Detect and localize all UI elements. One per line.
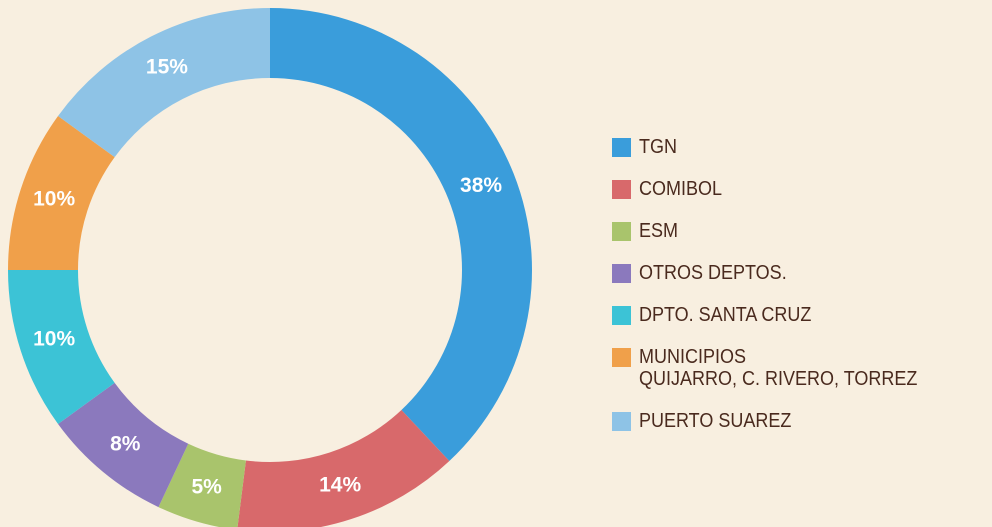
legend-item: COMIBOL <box>612 178 948 200</box>
slice-label: 8% <box>110 432 141 455</box>
legend-item: ESM <box>612 220 948 242</box>
slice <box>8 116 115 270</box>
slice <box>158 443 246 527</box>
slice-label: 15% <box>146 55 188 78</box>
legend-item: DPTO. SANTA CRUZ <box>612 304 948 326</box>
slice <box>237 409 450 527</box>
slice <box>58 7 270 158</box>
legend-label: DPTO. SANTA CRUZ <box>639 304 812 326</box>
legend-item: PUERTO SUAREZ <box>612 410 948 432</box>
legend-label: OTROS DEPTOS. <box>639 262 787 284</box>
legend-label: PUERTO SUAREZ <box>639 410 792 432</box>
legend-label: MUNICIPIOS QUIJARRO, C. RIVERO, TORREZ <box>639 346 918 390</box>
legend-item: TGN <box>612 136 948 158</box>
legend-label: ESM <box>639 220 679 242</box>
legend-label: TGN <box>639 136 677 158</box>
legend-label: COMIBOL <box>639 178 723 200</box>
slice-label: 5% <box>191 476 222 499</box>
legend-item: OTROS DEPTOS. <box>612 262 948 284</box>
legend-swatch <box>612 306 631 325</box>
legend-swatch <box>612 180 631 199</box>
slice <box>58 382 189 508</box>
slice-label: 10% <box>33 187 75 210</box>
slice <box>8 270 115 424</box>
legend-swatch <box>612 222 631 241</box>
slice-label: 38% <box>460 174 502 197</box>
slice <box>270 8 532 461</box>
legend-swatch <box>612 264 631 283</box>
chart: 38% 14% 5% 8% 10% 10% 15% <box>8 7 532 527</box>
legend-swatch <box>612 412 631 431</box>
legend-swatch <box>612 138 631 157</box>
slice-label: 14% <box>319 473 361 496</box>
slice-label: 10% <box>33 328 75 351</box>
legend: TGN COMIBOL ESM OTROS DEPTOS. DPTO. SANTA CR… <box>612 136 948 452</box>
legend-swatch <box>612 348 631 367</box>
legend-item: MUNICIPIOS QUIJARRO, C. RIVERO, TORREZ <box>612 346 948 390</box>
